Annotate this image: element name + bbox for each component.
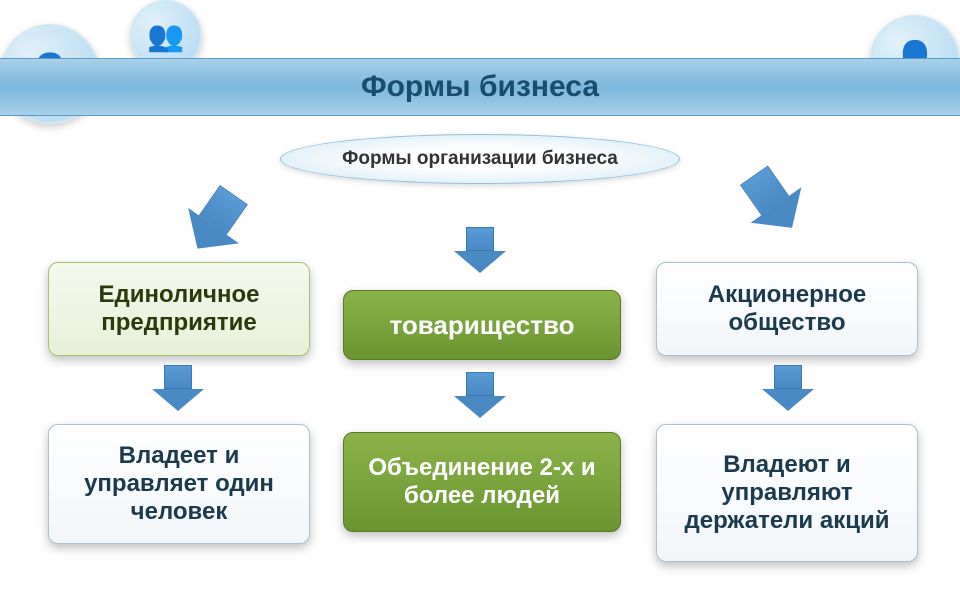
col2-bottom-label: Объединение 2-х и более людей [356, 454, 608, 510]
subtitle-text: Формы организации бизнеса [342, 148, 618, 170]
col3-top-label: Акционерное общество [669, 281, 905, 337]
header-band: Формы бизнеса [0, 58, 960, 116]
col2-bottom-box: Объединение 2-х и более людей [343, 432, 621, 532]
arrow-col2-down [454, 372, 506, 418]
col1-bottom-label: Владеет и управляет один человек [61, 442, 297, 526]
arrow-to-col2 [454, 227, 506, 273]
arrow-col1-down [152, 365, 204, 411]
col3-bottom-box: Владеют и управляют держатели акций [656, 424, 918, 562]
col3-top-box: Акционерное общество [656, 262, 918, 356]
arrow-col3-down [762, 365, 814, 411]
page-title: Формы бизнеса [361, 70, 599, 104]
col2-top-box: товарищество [343, 290, 621, 360]
col3-bottom-label: Владеют и управляют держатели акций [669, 451, 905, 535]
col1-bottom-box: Владеет и управляет один человек [48, 424, 310, 544]
col2-top-label: товарищество [389, 310, 574, 341]
col1-top-box: Единоличное предприятие [48, 262, 310, 356]
subtitle-oval: Формы организации бизнеса [280, 134, 680, 184]
col1-top-label: Единоличное предприятие [61, 281, 297, 337]
